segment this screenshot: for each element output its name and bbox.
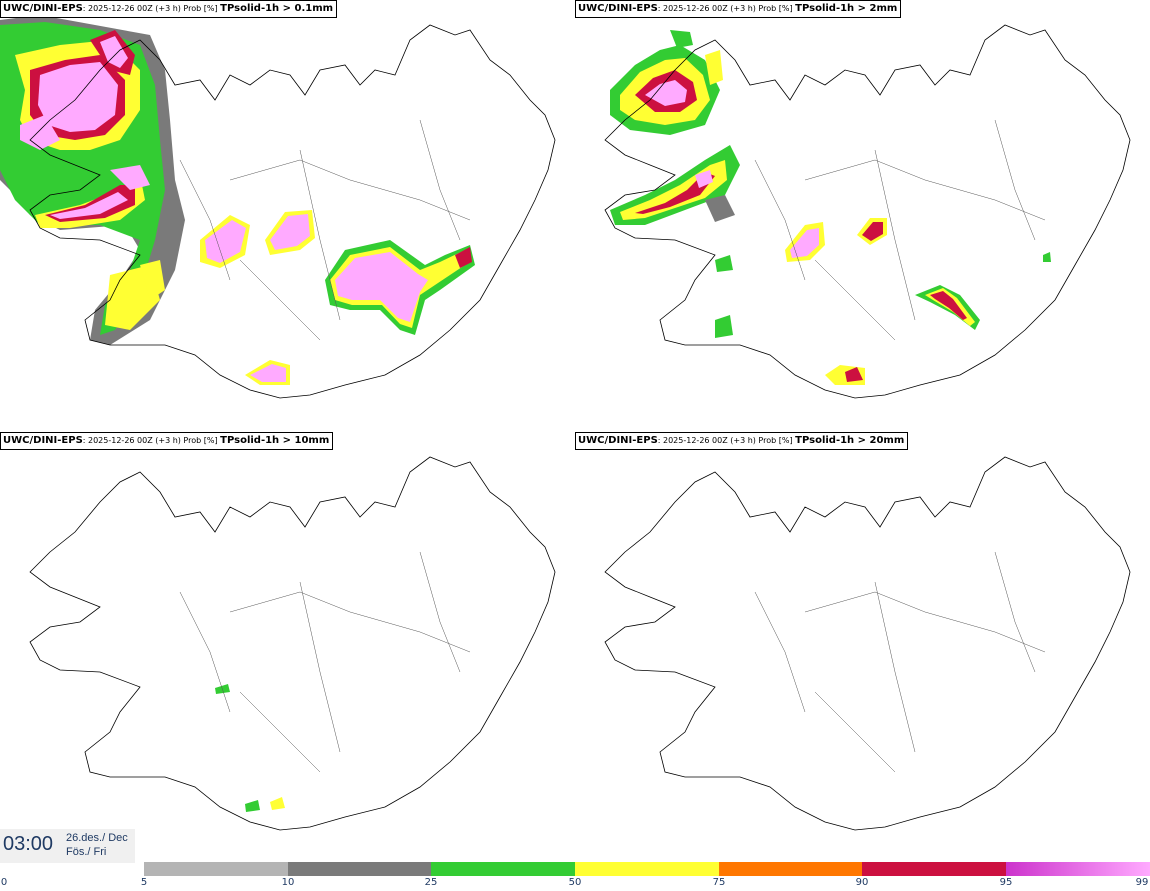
- map-panel-2mm: UWC/DINI-EPS: 2025-12-26 00Z (+3 h) Prob…: [575, 0, 1150, 430]
- run-info: : 2025-12-26 00Z (+3 h) Prob [%]: [657, 4, 796, 13]
- weekday-line: Fös./ Fri: [66, 846, 107, 858]
- map-panel-01mm: UWC/DINI-EPS: 2025-12-26 00Z (+3 h) Prob…: [0, 0, 575, 430]
- run-info: : 2025-12-26 00Z (+3 h) Prob [%]: [82, 436, 221, 445]
- model-name: UWC/DINI-EPS: [578, 3, 658, 14]
- precip-field: [0, 15, 475, 385]
- precip-field: [215, 684, 285, 812]
- panel-title: UWC/DINI-EPS: 2025-12-26 00Z (+3 h) Prob…: [0, 432, 334, 450]
- region-boundaries: [754, 551, 1046, 773]
- region-boundaries: [179, 551, 471, 773]
- colorbar-segment-50-75: [575, 862, 719, 876]
- map-canvas: [604, 456, 1131, 831]
- iceland-outline: [604, 456, 1131, 831]
- region-boundaries: [754, 119, 1046, 341]
- model-name: UWC/DINI-EPS: [3, 3, 83, 14]
- colorbar-tick: 25: [424, 877, 438, 888]
- precip-field: [610, 30, 1051, 385]
- parameter-label: TPsolid-1h > 2mm: [795, 3, 898, 14]
- colorbar-segment-10-25: [288, 862, 431, 876]
- map-canvas: [0, 15, 556, 399]
- colorbar-tick: 90: [855, 877, 869, 888]
- model-name: UWC/DINI-EPS: [578, 435, 658, 446]
- iceland-outline: [29, 456, 556, 831]
- colorbar-tick: 99: [1135, 877, 1149, 888]
- valid-time-box: 03:00 26.des./ Dec Fös./ Fri: [0, 829, 135, 863]
- parameter-label: TPsolid-1h > 20mm: [795, 435, 905, 446]
- date-line: 26.des./ Dec: [66, 832, 128, 844]
- region-boundaries: [179, 119, 471, 341]
- colorbar-tick: 5: [140, 877, 148, 888]
- valid-time: 03:00: [3, 833, 54, 855]
- model-name: UWC/DINI-EPS: [3, 435, 83, 446]
- colorbar-segment-25-50: [431, 862, 575, 876]
- colorbar-segment-5-10: [144, 862, 288, 876]
- map-panel-20mm: UWC/DINI-EPS: 2025-12-26 00Z (+3 h) Prob…: [575, 432, 1150, 862]
- colorbar-segment-90-95: [862, 862, 1006, 876]
- colorbar-tick: 10: [281, 877, 295, 888]
- colorbar-tick: 0: [0, 877, 8, 888]
- colorbar-tick: 75: [712, 877, 726, 888]
- map-canvas: [29, 456, 556, 831]
- colorbar-segment-95-99: [1006, 862, 1150, 876]
- probability-colorbar: [144, 862, 1150, 876]
- map-panel-10mm: UWC/DINI-EPS: 2025-12-26 00Z (+3 h) Prob…: [0, 432, 575, 862]
- map-canvas: [604, 24, 1131, 399]
- iceland-outline: [29, 24, 556, 399]
- parameter-label: TPsolid-1h > 0.1mm: [220, 3, 334, 14]
- parameter-label: TPsolid-1h > 10mm: [220, 435, 330, 446]
- colorbar-tick: 95: [999, 877, 1013, 888]
- colorbar-tick: 50: [568, 877, 582, 888]
- run-info: : 2025-12-26 00Z (+3 h) Prob [%]: [82, 4, 221, 13]
- panel-title: UWC/DINI-EPS: 2025-12-26 00Z (+3 h) Prob…: [575, 432, 909, 450]
- iceland-outline: [604, 24, 1131, 399]
- colorbar-segment-75-90: [719, 862, 862, 876]
- run-info: : 2025-12-26 00Z (+3 h) Prob [%]: [657, 436, 796, 445]
- panel-title: UWC/DINI-EPS: 2025-12-26 00Z (+3 h) Prob…: [575, 0, 902, 18]
- valid-date: 26.des./ Dec Fös./ Fri: [66, 831, 128, 859]
- panel-title: UWC/DINI-EPS: 2025-12-26 00Z (+3 h) Prob…: [0, 0, 338, 18]
